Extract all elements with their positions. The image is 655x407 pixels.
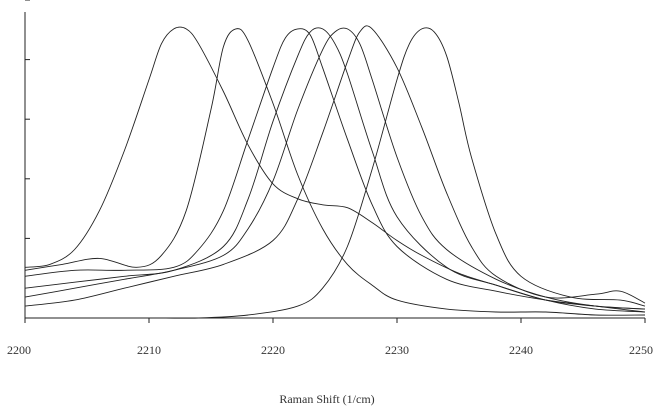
spectrum-line-1 (24, 26, 646, 313)
x-axis-label: Raman Shift (1/cm) (279, 392, 374, 406)
y-axis-ticks (25, 0, 30, 239)
x-tick-label: 2250 (629, 343, 653, 357)
spectrum-line-2 (24, 28, 646, 316)
x-axis-ticks (24, 318, 646, 323)
x-tick-label: 2230 (385, 343, 409, 357)
spectrum-line-3 (24, 28, 646, 313)
x-tick-label: 2220 (261, 343, 285, 357)
x-axis-tick-labels: 2200 2210 2220 2230 2240 2250 (7, 343, 653, 357)
spectrum-line-4 (24, 27, 646, 310)
chart-axes (24, 12, 645, 319)
x-tick-label: 2240 (509, 343, 533, 357)
x-tick-label: 2200 (7, 343, 31, 357)
spectrum-line-5 (24, 27, 646, 310)
spectrum-series (24, 25, 646, 319)
x-tick-label: 2210 (137, 343, 161, 357)
spectrum-line-6 (24, 25, 646, 307)
spectrum-line-7 (25, 27, 646, 319)
